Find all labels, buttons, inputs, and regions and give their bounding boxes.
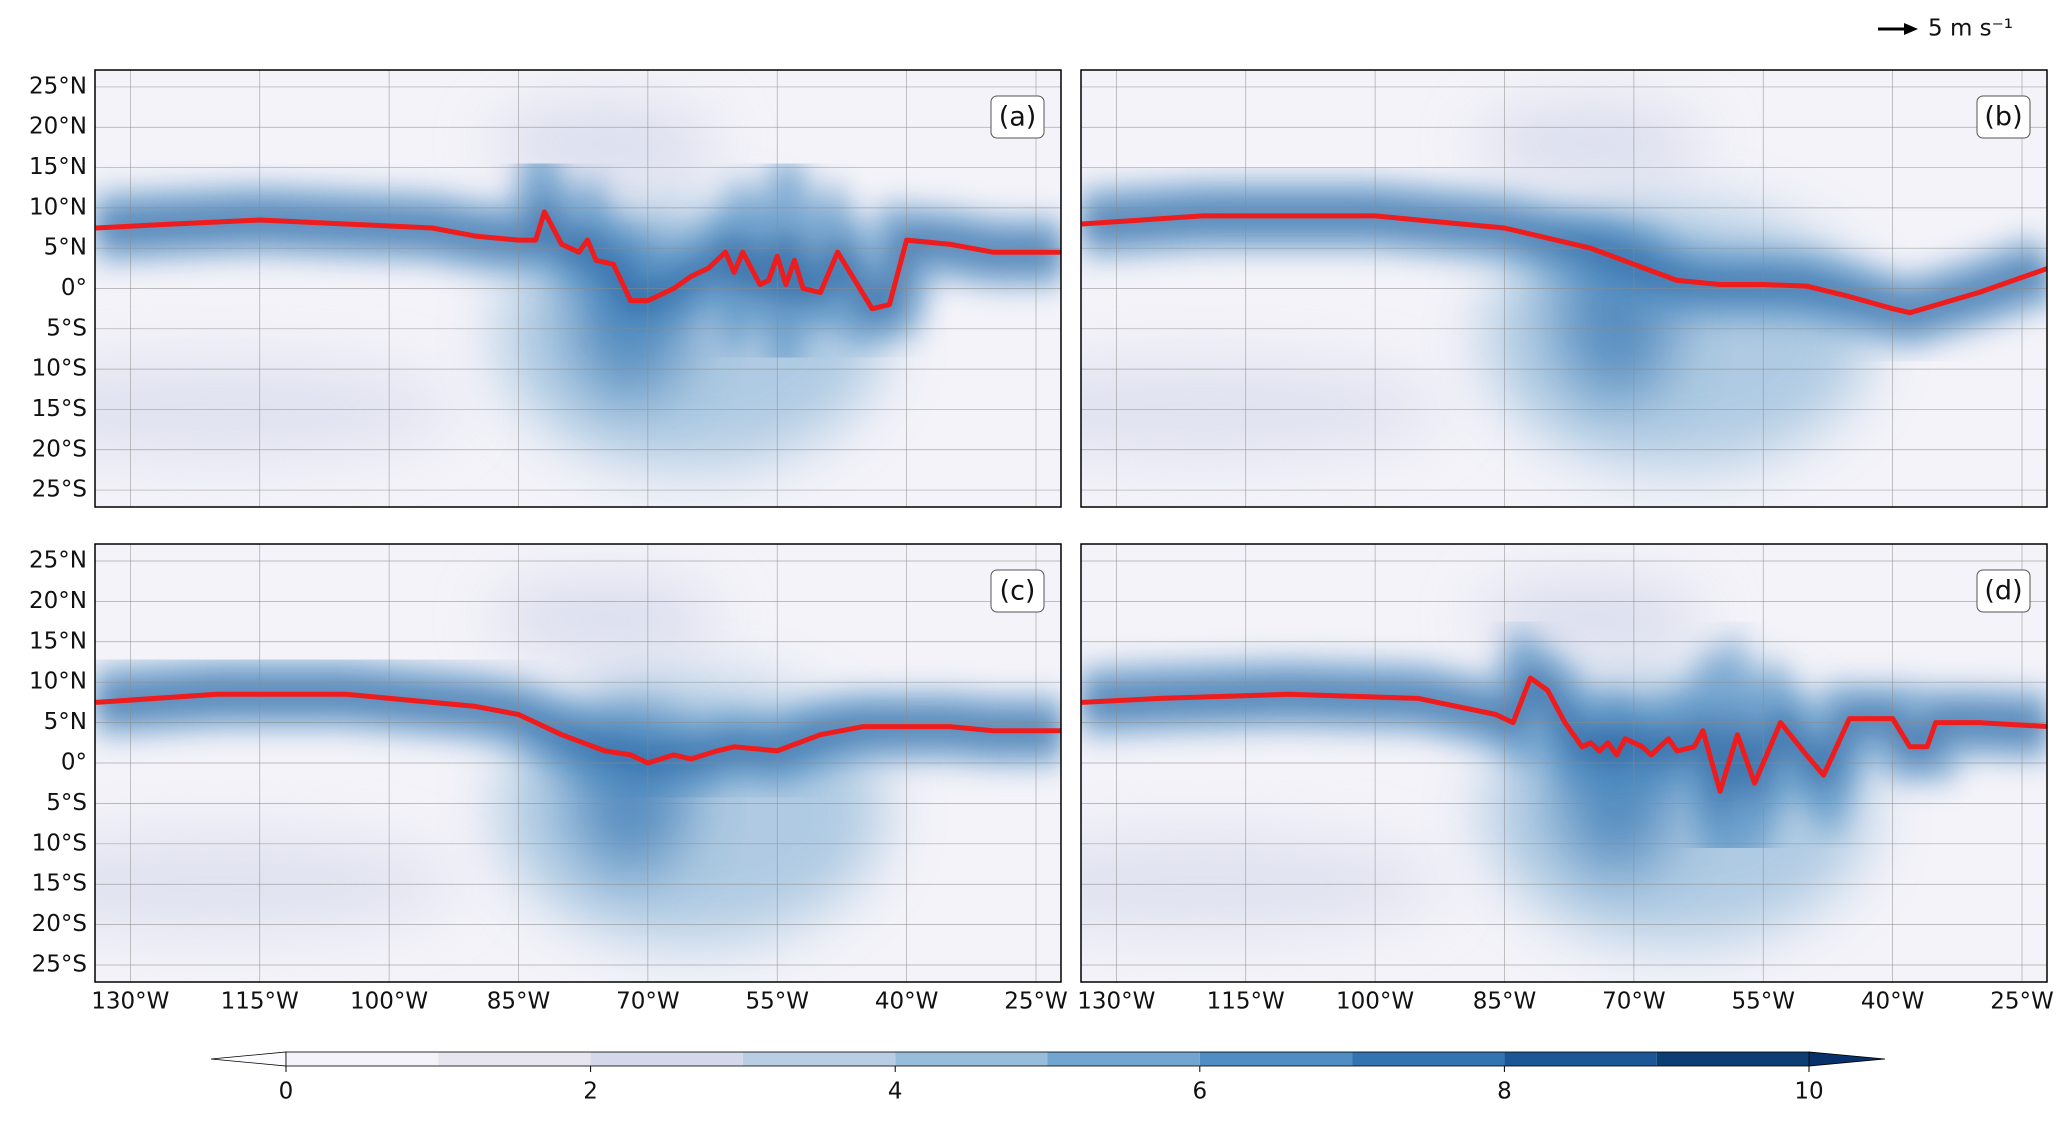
colorbar-tick-label: 8 <box>1497 1079 1512 1105</box>
colorbar-tick-label: 10 <box>1794 1079 1823 1105</box>
panel-frame <box>1080 69 2048 508</box>
y-tick-label: 20°N <box>29 588 87 614</box>
x-tick-label: 100°W <box>350 989 428 1015</box>
scale-arrow-head <box>1904 23 1918 35</box>
y-tick-label: 0° <box>61 275 87 301</box>
y-tick-label: 25°S <box>32 952 87 978</box>
x-tick-label: 40°W <box>1861 989 1925 1015</box>
map-panel <box>95 70 1061 507</box>
y-tick-label: 15°S <box>32 871 87 897</box>
colorbar-tick-label: 4 <box>888 1079 903 1105</box>
x-tick-label: 40°W <box>875 989 939 1015</box>
x-tick-label: 55°W <box>745 989 809 1015</box>
x-tick-label: 85°W <box>487 989 551 1015</box>
x-tick-label: 70°W <box>616 989 680 1015</box>
panel-frame <box>94 543 1062 983</box>
colorbar-tick-label: 6 <box>1192 1079 1207 1105</box>
y-tick-label: 25°S <box>32 477 87 503</box>
itcz-line <box>95 691 1061 766</box>
colorbar-under <box>210 1051 287 1067</box>
y-tick-label: 20°S <box>32 436 87 462</box>
colorbar-segment <box>1504 1052 1657 1066</box>
panel-label: (c) <box>1000 576 1036 607</box>
colorbar-segment <box>1352 1052 1505 1066</box>
y-tick-label: 5°N <box>44 235 87 261</box>
panel-frame <box>94 69 1062 508</box>
y-tick-label: 15°S <box>32 396 87 422</box>
x-tick-label: 55°W <box>1731 989 1795 1015</box>
itcz-line <box>1081 213 2047 316</box>
y-tick-label: 10°N <box>29 669 87 695</box>
x-tick-label: 85°W <box>1473 989 1537 1015</box>
x-tick-label: 115°W <box>221 989 299 1015</box>
itcz-line <box>95 209 1061 312</box>
colorbar-tick-label: 2 <box>583 1079 598 1105</box>
shading-blob <box>488 578 721 657</box>
y-tick-label: 10°S <box>32 830 87 856</box>
colorbar-segment <box>286 1052 439 1066</box>
y-tick-label: 20°S <box>32 911 87 937</box>
colorbar-segment <box>438 1052 591 1066</box>
y-tick-label: 10°S <box>32 356 87 382</box>
colorbar-segment <box>590 1052 743 1066</box>
y-tick-label: 0° <box>61 750 87 776</box>
panel-label-box <box>1976 569 2031 613</box>
colorbar-segment <box>742 1052 896 1066</box>
shading-blob <box>1474 104 1707 183</box>
panel-label: (d) <box>1984 576 2022 607</box>
panel-label: (b) <box>1984 102 2022 133</box>
colorbar-frame <box>285 1051 1810 1067</box>
panel-label-box <box>1976 95 2031 139</box>
colorbar-segment <box>1047 1052 1200 1066</box>
y-tick-label: 25°N <box>29 73 87 99</box>
x-tick-label: 25°W <box>1004 989 1068 1015</box>
itcz-line <box>1081 675 2047 794</box>
y-tick-label: 20°N <box>29 114 87 140</box>
y-tick-label: 15°N <box>29 628 87 654</box>
map-panel <box>95 544 1061 982</box>
panel-label-box <box>990 95 1045 139</box>
scale-label: 5 m s⁻¹ <box>1928 16 2013 42</box>
map-panel <box>1081 544 2047 982</box>
panel-frame <box>1080 543 2048 983</box>
colorbar-over <box>1808 1051 1886 1067</box>
x-tick-label: 115°W <box>1207 989 1285 1015</box>
colorbar-segment <box>1199 1052 1353 1066</box>
panel-label-box <box>990 569 1045 613</box>
x-tick-label: 130°W <box>91 989 169 1015</box>
y-tick-label: 5°N <box>44 709 87 735</box>
x-tick-label: 70°W <box>1602 989 1666 1015</box>
y-tick-label: 5°S <box>46 315 87 341</box>
x-tick-label: 100°W <box>1336 989 1414 1015</box>
x-tick-label: 130°W <box>1077 989 1155 1015</box>
colorbar-segment <box>1656 1052 1809 1066</box>
panel-label: (a) <box>999 102 1037 133</box>
y-tick-label: 15°N <box>29 154 87 180</box>
colorbar-tick-label: 0 <box>279 1079 294 1105</box>
map-panel <box>1081 70 2047 507</box>
x-tick-label: 25°W <box>1990 989 2054 1015</box>
y-tick-label: 5°S <box>46 790 87 816</box>
y-tick-label: 25°N <box>29 547 87 573</box>
colorbar-segment <box>895 1052 1048 1066</box>
y-tick-label: 10°N <box>29 194 87 220</box>
